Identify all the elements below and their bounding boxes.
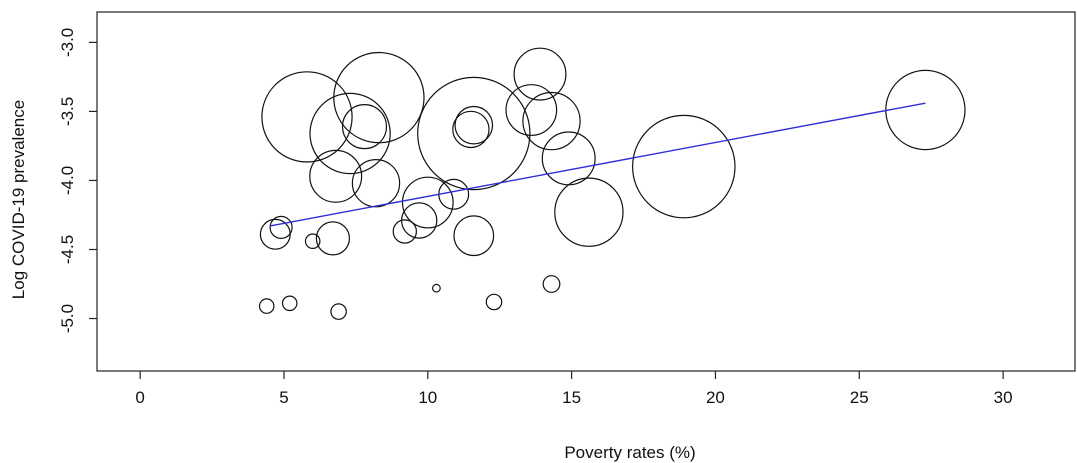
x-tick-label-6: 30 [994,388,1013,407]
data-point-7 [269,215,293,239]
data-point-16 [454,105,494,145]
trend-line [269,102,926,227]
x-axis: 0 5 10 15 20 25 30 [135,371,1013,407]
data-point-17 [453,215,495,257]
data-point-2 [341,103,388,150]
data-point-30 [542,275,561,293]
x-tick-label-3: 15 [562,388,581,407]
data-point-22 [554,177,624,247]
x-tick-label-5: 25 [850,388,869,407]
data-point-10 [392,219,417,244]
data-point-25 [258,298,275,314]
data-point-14 [417,76,531,191]
data-point-1 [309,92,391,175]
y-tick-label-4: -5.0 [58,304,77,333]
y-tick-label-2: -4.0 [58,166,77,195]
data-point-13 [438,178,470,210]
x-tick-label-4: 20 [706,388,725,407]
data-point-23 [631,114,736,219]
data-point-19 [513,47,567,101]
data-point-29 [485,293,503,311]
y-axis: -3.0 -3.5 -4.0 -4.5 -5.0 [58,28,97,333]
data-point-27 [330,303,347,320]
data-point-8 [304,233,321,249]
plot-area [96,11,1076,372]
data-point-11 [401,202,438,239]
y-axis-title: Log COVID-19 prevalence [9,100,28,299]
x-tick-label-2: 10 [418,388,437,407]
data-point-18 [505,84,558,136]
data-point-6 [259,218,291,250]
plot-frame [96,11,1076,372]
data-point-3 [333,51,425,144]
x-tick-label-1: 5 [279,388,288,407]
data-point-20 [522,91,581,151]
y-tick-label-1: -3.5 [58,97,77,126]
data-point-15 [452,110,490,149]
data-point-21 [541,131,596,186]
y-tick-label-0: -3.0 [58,28,77,57]
y-tick-label-3: -4.5 [58,235,77,264]
data-point-0 [261,71,353,163]
x-tick-label-0: 0 [135,388,144,407]
data-point-26 [281,295,298,312]
data-point-24 [885,69,966,151]
data-point-28 [432,283,441,293]
data-point-5 [351,158,401,208]
data-point-4 [309,149,363,203]
data-point-9 [315,221,350,256]
x-axis-title: Poverty rates (%) [564,443,695,462]
data-point-12 [401,176,454,229]
